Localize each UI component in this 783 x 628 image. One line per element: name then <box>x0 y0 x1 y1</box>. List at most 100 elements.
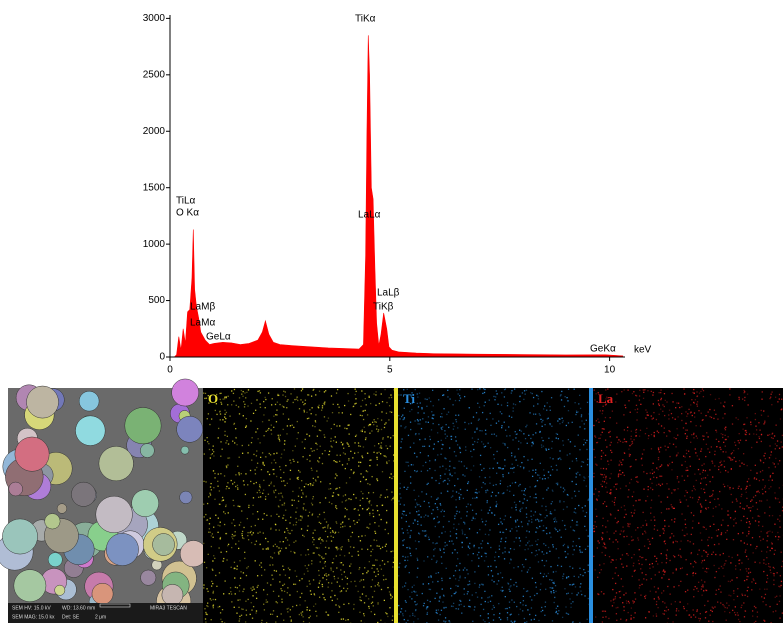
map-dot <box>369 513 370 514</box>
map-dot <box>550 513 551 514</box>
map-dot <box>643 389 644 390</box>
map-dot <box>701 588 702 589</box>
map-dot <box>376 426 377 427</box>
map-dot <box>588 571 589 572</box>
map-dot <box>615 518 616 519</box>
map-dot <box>272 557 273 558</box>
map-dot <box>447 396 448 397</box>
map-dot <box>388 419 389 420</box>
map-dot <box>427 556 428 557</box>
map-dot <box>609 556 610 557</box>
map-dot <box>697 609 698 610</box>
map-dot <box>619 460 620 461</box>
map-dot <box>641 457 642 458</box>
map-dot <box>288 567 289 568</box>
map-dot <box>484 392 485 393</box>
map-dot <box>292 450 293 451</box>
map-dot <box>256 455 257 456</box>
map-dot <box>390 446 391 447</box>
map-dot <box>575 414 576 415</box>
map-dot <box>311 407 312 408</box>
map-dot <box>481 584 482 585</box>
map-dot <box>417 521 418 522</box>
map-dot <box>622 554 623 555</box>
map-dot <box>627 430 628 431</box>
map-dot <box>220 619 221 620</box>
map-dot <box>759 438 760 439</box>
map-dot <box>685 433 686 434</box>
map-dot <box>308 565 309 566</box>
map-dot <box>531 445 532 446</box>
map-dot <box>721 524 722 525</box>
map-dot <box>712 516 713 517</box>
map-dot <box>696 436 697 437</box>
map-dot <box>600 410 601 411</box>
map-dot <box>341 546 342 547</box>
map-dot <box>479 476 480 477</box>
map-dot <box>654 472 655 473</box>
map-dot <box>499 549 500 550</box>
map-dot <box>703 439 704 440</box>
map-dot <box>770 572 771 573</box>
map-dot <box>289 478 290 479</box>
map-dot <box>443 620 444 621</box>
map-dot <box>385 422 386 423</box>
map-dot <box>572 481 573 482</box>
map-dot <box>741 488 742 489</box>
map-dot <box>765 604 766 605</box>
map-dot <box>438 609 439 610</box>
map-dot <box>429 468 430 469</box>
map-dot <box>669 594 670 595</box>
map-dot <box>348 446 349 447</box>
map-dot <box>524 549 525 550</box>
map-dot <box>312 513 313 514</box>
map-dot <box>504 389 505 390</box>
map-dot <box>686 416 687 417</box>
map-dot <box>765 594 766 595</box>
map-dot <box>637 412 638 413</box>
map-dot <box>511 528 512 529</box>
map-dot <box>736 498 737 499</box>
map-dot <box>297 591 298 592</box>
map-dot <box>303 507 304 508</box>
particle <box>9 482 23 496</box>
map-dot <box>759 430 760 431</box>
map-dot <box>526 513 527 514</box>
map-dot <box>388 460 389 461</box>
map-dot <box>595 393 596 394</box>
map-dot <box>562 440 563 441</box>
map-dot <box>224 410 225 411</box>
map-dot <box>570 441 571 442</box>
map-dot <box>733 599 734 600</box>
map-dot <box>720 402 721 403</box>
map-dot <box>446 414 447 415</box>
map-dot <box>479 388 480 389</box>
map-dot <box>368 527 369 528</box>
map-dot <box>346 590 347 591</box>
map-dot <box>761 410 762 411</box>
map-dot <box>755 583 756 584</box>
map-dot <box>393 435 394 436</box>
map-dot <box>690 404 691 405</box>
map-dot <box>722 604 723 605</box>
map-dot <box>715 414 716 415</box>
map-dot <box>338 578 339 579</box>
map-dot <box>716 446 717 447</box>
map-dot <box>775 610 776 611</box>
map-dot <box>523 433 524 434</box>
map-dot <box>466 569 467 570</box>
map-dot <box>405 600 406 601</box>
map-dot <box>671 603 672 604</box>
map-dot <box>496 473 497 474</box>
map-dot <box>546 509 547 510</box>
map-dot <box>735 445 736 446</box>
particle <box>141 570 156 585</box>
map-dot <box>302 616 303 617</box>
map-dot <box>722 434 723 435</box>
map-dot <box>693 433 694 434</box>
map-dot <box>459 497 460 498</box>
map-dot <box>310 590 311 591</box>
map-dot <box>674 437 675 438</box>
map-dot <box>739 465 740 466</box>
map-dot <box>320 481 321 482</box>
